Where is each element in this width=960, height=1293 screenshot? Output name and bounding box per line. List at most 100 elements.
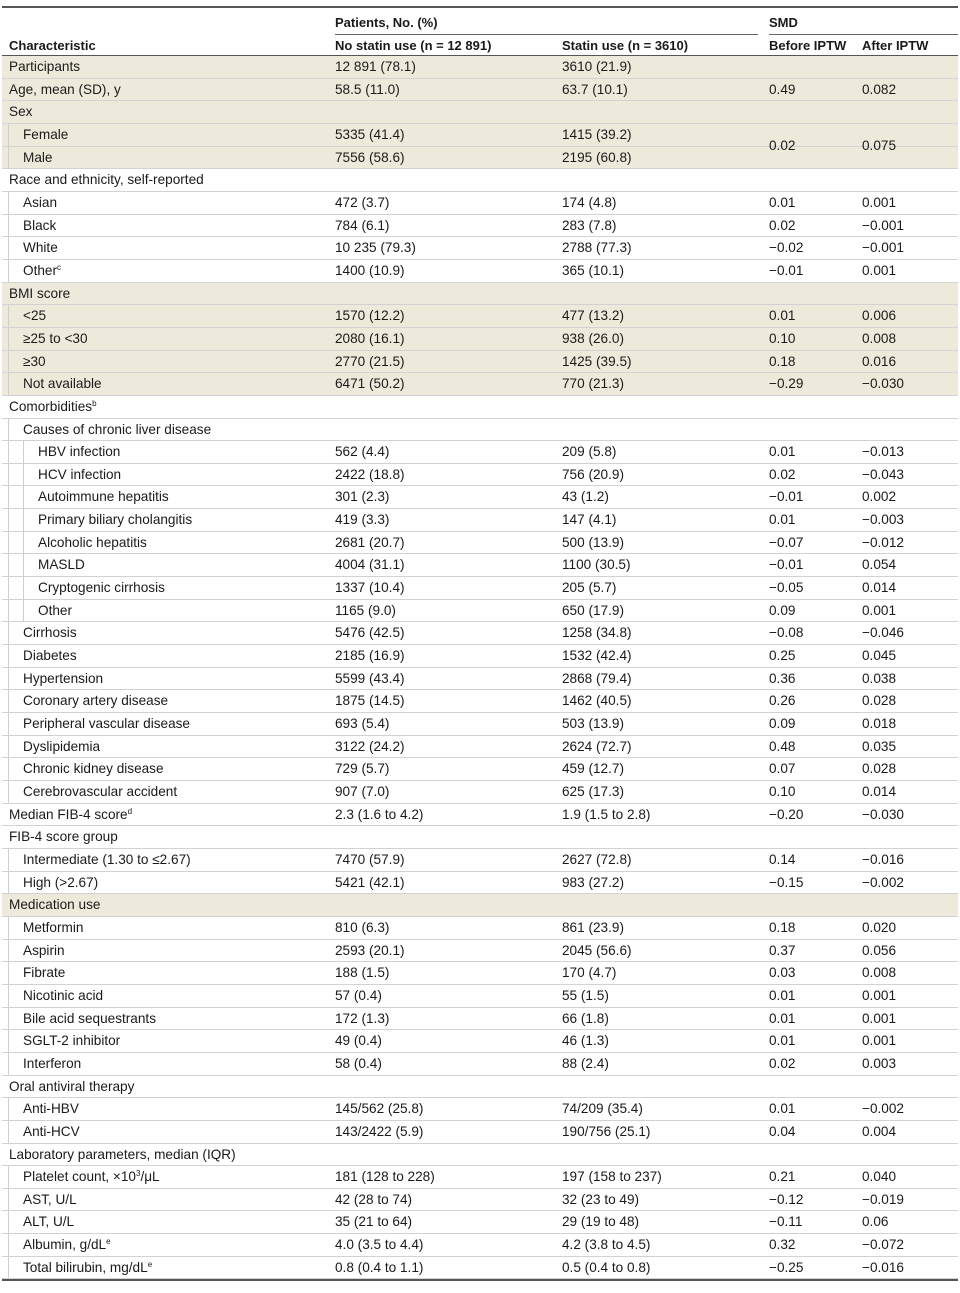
row-label-text: Age, mean (SD), y <box>9 81 121 97</box>
statin-cell: 63.7 (10.1) <box>562 81 628 97</box>
row-label: Anti-HBV <box>23 1101 79 1117</box>
no-statin-cell: 172 (1.3) <box>335 1010 390 1026</box>
smd-after-cell: −0.016 <box>862 1259 904 1275</box>
table-body: Participants 12 891 (78.1) 3610 (21.9) Age,… <box>2 56 958 1280</box>
no-statin-cell: 1570 (12.2) <box>335 308 405 324</box>
no-statin-cell: 810 (6.3) <box>335 919 390 935</box>
table-row: Aspirin 2593 (20.1) 2045 (56.6) 0.37 0.056 <box>2 939 958 963</box>
no-statin-cell: 301 (2.3) <box>335 489 390 505</box>
sex-smd-before: 0.02 <box>769 137 796 153</box>
smd-before-cell: −0.01 <box>769 262 804 278</box>
table-row: Oral antiviral therapy <box>2 1076 958 1099</box>
table-row: Platelet count, ×103/μL 181 (128 to 228) 1… <box>2 1166 958 1189</box>
row-label-text: Race and ethnicity, self-reported <box>9 172 204 188</box>
row-label: Race and ethnicity, self-reported <box>9 172 204 188</box>
indent-guide <box>8 441 9 463</box>
smd-before-cell: 0.32 <box>769 1237 796 1253</box>
row-label: Black <box>23 218 56 234</box>
row-label-text: Oral antiviral therapy <box>9 1078 135 1094</box>
no-statin-cell: 181 (128 to 228) <box>335 1169 435 1185</box>
no-statin-cell: 2770 (21.5) <box>335 353 405 369</box>
row-label-text: Asian <box>23 194 58 210</box>
table-row: Interferon 58 (0.4) 88 (2.4) 0.02 0.003 <box>2 1052 958 1076</box>
table-row: Asian 472 (3.7) 174 (4.8) 0.01 0.001 <box>2 191 958 215</box>
indent-guide <box>8 123 9 146</box>
row-label-text: Male <box>23 149 53 165</box>
header-statin: Statin use (n = 3610) <box>562 38 689 53</box>
row-label-text: Medication use <box>9 897 101 913</box>
no-statin-cell: 58 (0.4) <box>335 1055 382 1071</box>
smd-after-cell: −0.043 <box>862 466 904 482</box>
smd-before-cell: −0.02 <box>769 240 804 256</box>
row-label: HBV infection <box>38 444 120 460</box>
smd-after-cell: −0.012 <box>862 534 904 550</box>
footnote-marker: d <box>127 806 133 816</box>
smd-before-cell: 0.37 <box>769 942 796 958</box>
row-label-text: MASLD <box>38 557 85 573</box>
row-label-text: Coronary artery disease <box>23 693 169 709</box>
no-statin-cell: 7470 (57.9) <box>335 851 405 867</box>
table-row: Otherc 1400 (10.9) 365 (10.1) −0.01 0.001 <box>2 259 958 283</box>
smd-after-cell: 0.082 <box>862 81 897 97</box>
table-row: Other 1165 (9.0) 650 (17.9) 0.09 0.001 <box>2 599 958 623</box>
row-label-text: Primary biliary cholangitis <box>38 512 193 528</box>
row-label-text: Median FIB-4 score <box>9 806 128 822</box>
row-label: MASLD <box>38 557 85 573</box>
table-row: Albumin, g/dLe 4.0 (3.5 to 4.4) 4.2 (3.8 t… <box>2 1234 958 1257</box>
row-label-text: Autoimmune hepatitis <box>38 489 169 505</box>
table-row: High (>2.67) 5421 (42.1) 983 (27.2) −0.15 −0… <box>2 871 958 895</box>
row-label: Medication use <box>9 897 100 913</box>
row-label-text: Fibrate <box>23 965 66 981</box>
smd-before-cell: 0.26 <box>769 693 796 709</box>
indent-guide <box>8 916 9 939</box>
smd-before-cell: 0.48 <box>769 738 796 754</box>
indent-guide <box>8 531 9 554</box>
statin-cell: 3610 (21.9) <box>562 59 632 74</box>
statin-cell: 477 (13.2) <box>562 308 624 324</box>
header-after-iptw: After IPTW <box>862 38 929 53</box>
row-label: Coronary artery disease <box>23 693 168 709</box>
smd-after-cell: 0.006 <box>862 308 897 324</box>
footnote-marker: e <box>147 1259 153 1269</box>
row-label: Cirrhosis <box>23 625 77 641</box>
table-row: Male 7556 (58.6) 2195 (60.8) <box>2 146 958 170</box>
statin-cell: 2788 (77.3) <box>562 240 632 256</box>
smd-after-cell: −0.030 <box>862 376 904 392</box>
statin-cell: 66 (1.8) <box>562 1010 609 1026</box>
smd-before-cell: 0.14 <box>769 851 796 867</box>
smd-after-cell: 0.014 <box>862 784 897 799</box>
statin-cell: 0.5 (0.4 to 0.8) <box>562 1259 651 1275</box>
header-characteristic: Characteristic <box>9 38 96 53</box>
statin-cell: 88 (2.4) <box>562 1055 609 1071</box>
table-row: Alcoholic hepatitis 2681 (20.7) 500 (13.9)… <box>2 531 958 555</box>
smd-after-cell: 0.020 <box>862 919 897 935</box>
smd-after-cell: −0.003 <box>862 512 904 528</box>
row-label-text: SGLT-2 inhibitor <box>23 1033 121 1049</box>
table-row: Medication use <box>2 894 958 917</box>
row-label: Male <box>23 150 52 166</box>
sex-smd-after: 0.075 <box>862 137 897 153</box>
table-row: Primary biliary cholangitis 419 (3.3) 147 … <box>2 509 958 532</box>
row-label: Causes of chronic liver disease <box>23 422 211 438</box>
smd-before-cell: 0.01 <box>769 1033 796 1049</box>
table-top-rule <box>2 6 958 8</box>
smd-before-cell: 0.01 <box>769 194 796 210</box>
statin-cell: 32 (23 to 49) <box>562 1191 640 1207</box>
smd-before-cell: 0.02 <box>769 217 796 233</box>
smd-before-cell: 0.10 <box>769 330 796 346</box>
indent-guide <box>8 486 9 509</box>
row-label: Dyslipidemia <box>23 739 100 755</box>
indent-guide <box>8 1007 9 1030</box>
no-statin-cell: 5599 (43.4) <box>335 670 405 686</box>
smd-before-cell: 0.01 <box>769 1010 796 1026</box>
statin-cell: 170 (4.7) <box>562 965 617 981</box>
header-patients-rule <box>335 34 758 35</box>
row-label-text: Black <box>23 217 57 233</box>
smd-after-cell: 0.06 <box>862 1214 889 1230</box>
row-label: Laboratory parameters, median (IQR) <box>9 1147 236 1163</box>
statin-cell: 147 (4.1) <box>562 512 617 528</box>
statin-cell: 1462 (40.5) <box>562 693 632 709</box>
footnote-marker: c <box>57 262 61 272</box>
row-label: Fibrate <box>23 965 65 981</box>
row-label-text: High (>2.67) <box>23 874 99 890</box>
